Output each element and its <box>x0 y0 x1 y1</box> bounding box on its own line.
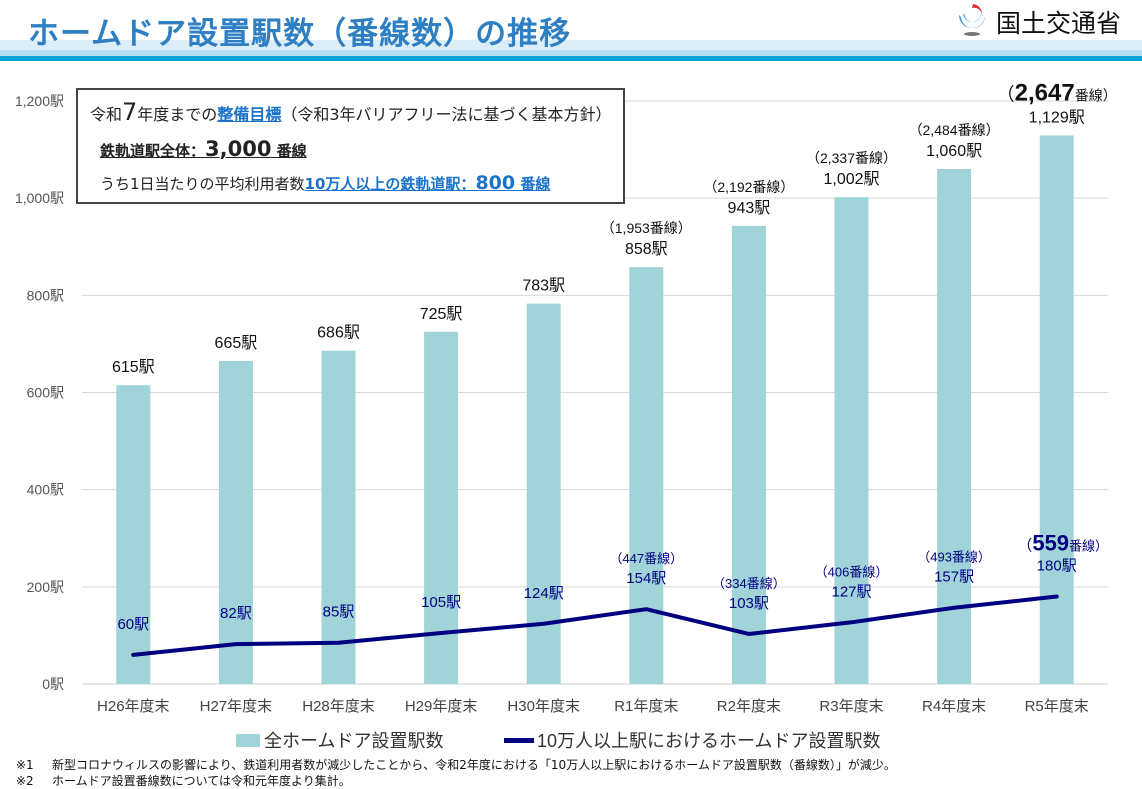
bar <box>1039 135 1074 685</box>
y-tick-label: 1,000駅 <box>15 190 64 206</box>
target-link[interactable]: 整備目標 <box>217 105 282 124</box>
bar <box>629 267 664 684</box>
line-platform-label: （559番線） <box>1017 531 1108 556</box>
bar-value-label: 858駅 <box>625 241 668 258</box>
bar <box>731 225 766 684</box>
bar-platform-label: （2,192番線） <box>703 179 794 195</box>
page-header: ホームドア設置駅数（番線数）の推移 国土交通省 <box>0 0 1142 61</box>
ministry-name: 国土交通省 <box>996 9 1122 38</box>
legend-line-swatch <box>504 738 534 743</box>
legend-line-label: 10万人以上駅におけるホームドア設置駅数 <box>537 731 880 751</box>
target-large-unit: 番線 <box>515 175 551 193</box>
x-tick-label: R4年度末 <box>922 698 986 715</box>
line-value-label: 124駅 <box>524 585 564 602</box>
line-value-label: 180駅 <box>1037 558 1077 575</box>
target-large-prefix: うち1日当たりの平均利用者数 <box>100 175 305 193</box>
target-large-value: 800 <box>475 172 516 194</box>
line-platform-label: （447番線） <box>609 551 683 566</box>
header-band <box>0 56 1142 61</box>
footnote-mark: ※1 <box>16 758 34 772</box>
footnote-mark: ※2 <box>16 774 34 788</box>
bar <box>218 360 253 684</box>
x-tick-label: R3年度末 <box>819 698 883 715</box>
line-platform-label: （334番線） <box>712 576 786 591</box>
page-title: ホームドア設置駅数（番線数）の推移 <box>28 16 572 52</box>
target-year: 7 <box>122 98 138 126</box>
header-band <box>0 40 1142 50</box>
bar-platform-label: （2,484番線） <box>909 122 1000 138</box>
bar-value-label: 615駅 <box>112 359 155 376</box>
x-tick-label: R1年度末 <box>614 698 678 715</box>
bar-value-label: 783駅 <box>522 278 565 295</box>
line-value-label: 157駅 <box>934 569 974 586</box>
bar <box>937 169 972 684</box>
y-tick-label: 800駅 <box>27 287 64 303</box>
legend-bar-label: 全ホームドア設置駅数 <box>264 731 443 751</box>
y-tick-label: 0駅 <box>42 676 64 692</box>
bar <box>116 385 151 684</box>
legend-bar-swatch <box>236 734 260 747</box>
mlit-logo-icon <box>959 4 986 36</box>
line-series <box>131 594 1059 657</box>
x-tick-label: R2年度末 <box>717 698 781 715</box>
target-heading-text: 年度までの <box>137 105 218 124</box>
bar-platform-label: （2,337番線） <box>806 150 897 166</box>
bar-value-label: 943駅 <box>728 200 771 217</box>
x-tick-label: R5年度末 <box>1025 698 1089 715</box>
bar-value-label: 1,002駅 <box>823 171 879 188</box>
x-tick-label: H30年度末 <box>507 698 580 715</box>
bar-value-label: 1,060駅 <box>926 143 982 160</box>
line-value-label: 127駅 <box>831 583 871 600</box>
target-large-link[interactable]: 10万人以上の鉄軌道駅：800 番線 <box>304 172 551 194</box>
line-value-label: 103駅 <box>729 595 769 612</box>
bar-platform-label: （1,953番線） <box>601 220 692 236</box>
target-box: 令和7年度までの整備目標（令和3年バリアフリー法に基づく基本方針） 鉄軌道駅全体… <box>76 88 625 204</box>
x-tick-label: H29年度末 <box>405 698 478 715</box>
bar <box>321 350 356 684</box>
line-platform-label: （406番線） <box>815 564 889 579</box>
y-tick-label: 600駅 <box>27 385 64 401</box>
bar-platform-label: （2,647番線） <box>997 79 1117 106</box>
target-heading-text: 令和 <box>90 105 123 124</box>
footnotes: ※1 新型コロナウィルスの影響により、鉄道利用者数が減少したことから、令和2年度に… <box>16 757 896 789</box>
line-value-label: 105駅 <box>421 594 461 611</box>
bar <box>834 197 869 684</box>
bar-value-label: 686駅 <box>317 325 360 342</box>
x-tick-label: H27年度末 <box>200 698 273 715</box>
bar-value-label: 725駅 <box>420 306 463 323</box>
y-tick-label: 1,200駅 <box>15 93 64 109</box>
line-value-label: 85駅 <box>323 604 355 621</box>
target-all-value: 3,000 <box>205 137 272 161</box>
line-value-label: 60駅 <box>117 616 149 633</box>
target-all-unit: 番線 <box>271 142 307 160</box>
target-all-stations: 鉄軌道駅全体：3,000 番線 <box>100 137 307 161</box>
target-all-label: 鉄軌道駅全体： <box>100 142 206 160</box>
target-large-stations: うち1日当たりの平均利用者数10万人以上の鉄軌道駅：800 番線 <box>100 172 550 194</box>
footnote-2: ※2 ホームドア設置番線数については令和元年度より集計。 <box>16 773 896 789</box>
bar <box>424 331 459 684</box>
line-platform-label: （493番線） <box>917 550 991 565</box>
line-value-label: 154駅 <box>626 570 666 587</box>
footnote-text: ホームドア設置番線数については令和元年度より集計。 <box>52 774 351 788</box>
target-heading: 令和7年度までの整備目標（令和3年バリアフリー法に基づく基本方針） <box>90 98 612 126</box>
line-value-label: 82駅 <box>220 605 252 622</box>
y-tick-label: 400駅 <box>27 482 64 498</box>
header-band <box>0 50 1142 56</box>
footnote-text: 新型コロナウィルスの影響により、鉄道利用者数が減少したことから、令和2年度におけ… <box>52 758 896 772</box>
target-heading-basis: （令和3年バリアフリー法に基づく基本方針） <box>281 105 612 124</box>
x-tick-label: H26年度末 <box>97 698 170 715</box>
x-tick-label: H28年度末 <box>302 698 375 715</box>
bar <box>526 303 561 684</box>
y-tick-label: 200駅 <box>27 579 64 595</box>
target-large-label: 10万人以上の鉄軌道駅： <box>304 175 476 193</box>
bar-value-label: 1,129駅 <box>1029 109 1085 126</box>
footnote-1: ※1 新型コロナウィルスの影響により、鉄道利用者数が減少したことから、令和2年度に… <box>16 757 896 773</box>
bar-value-label: 665駅 <box>215 335 258 352</box>
